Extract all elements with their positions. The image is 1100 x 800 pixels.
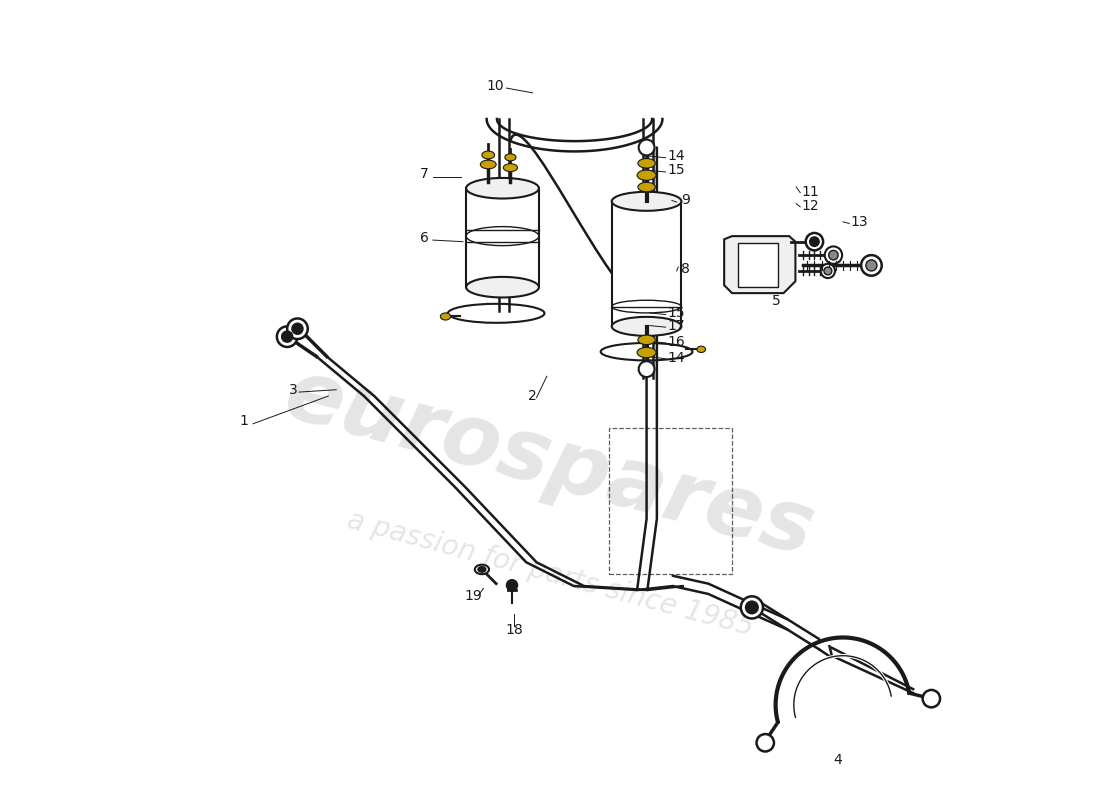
Circle shape bbox=[821, 264, 835, 278]
Ellipse shape bbox=[638, 158, 656, 168]
Ellipse shape bbox=[505, 154, 516, 161]
Ellipse shape bbox=[612, 317, 681, 336]
Text: 6: 6 bbox=[420, 230, 429, 245]
Text: 14: 14 bbox=[668, 351, 685, 365]
Ellipse shape bbox=[466, 178, 539, 198]
Circle shape bbox=[277, 326, 297, 347]
Text: 7: 7 bbox=[420, 167, 429, 182]
Bar bbox=[738, 243, 778, 286]
Text: 3: 3 bbox=[289, 382, 297, 397]
Text: 18: 18 bbox=[506, 622, 524, 637]
Ellipse shape bbox=[697, 346, 705, 353]
Circle shape bbox=[824, 267, 832, 275]
Ellipse shape bbox=[612, 192, 681, 210]
Bar bbox=[466, 188, 539, 287]
Text: 14: 14 bbox=[668, 149, 685, 163]
Text: 15: 15 bbox=[668, 306, 685, 320]
Ellipse shape bbox=[482, 151, 495, 159]
Ellipse shape bbox=[475, 565, 490, 574]
Text: 8: 8 bbox=[681, 262, 691, 276]
Circle shape bbox=[810, 237, 820, 246]
Circle shape bbox=[746, 601, 758, 614]
Text: 12: 12 bbox=[802, 199, 820, 213]
Circle shape bbox=[639, 362, 654, 377]
Text: 13: 13 bbox=[850, 215, 869, 229]
Text: 11: 11 bbox=[802, 185, 820, 198]
Ellipse shape bbox=[638, 182, 656, 192]
Text: eurospares: eurospares bbox=[276, 353, 824, 574]
Circle shape bbox=[757, 734, 774, 751]
Text: 19: 19 bbox=[464, 589, 482, 602]
Ellipse shape bbox=[638, 335, 656, 345]
Text: 1: 1 bbox=[240, 414, 249, 428]
Circle shape bbox=[861, 255, 882, 276]
Bar bbox=[612, 202, 681, 326]
Text: 9: 9 bbox=[681, 193, 691, 206]
Ellipse shape bbox=[637, 170, 656, 180]
Text: 10: 10 bbox=[486, 78, 504, 93]
Circle shape bbox=[805, 233, 823, 250]
Circle shape bbox=[866, 260, 877, 271]
Text: 17: 17 bbox=[668, 319, 685, 334]
Circle shape bbox=[740, 596, 763, 618]
Text: 16: 16 bbox=[668, 335, 685, 349]
Ellipse shape bbox=[481, 160, 496, 169]
Circle shape bbox=[639, 139, 654, 155]
Circle shape bbox=[287, 318, 308, 339]
Circle shape bbox=[506, 580, 517, 590]
Ellipse shape bbox=[440, 313, 451, 320]
Text: 15: 15 bbox=[668, 163, 685, 178]
Circle shape bbox=[825, 246, 843, 264]
Text: a passion for parts since 1985: a passion for parts since 1985 bbox=[343, 506, 757, 642]
Polygon shape bbox=[724, 236, 795, 293]
Text: 5: 5 bbox=[772, 294, 780, 308]
Ellipse shape bbox=[478, 566, 486, 572]
Text: 4: 4 bbox=[834, 753, 843, 767]
Ellipse shape bbox=[504, 164, 517, 172]
Ellipse shape bbox=[637, 347, 656, 358]
Circle shape bbox=[282, 331, 293, 342]
Circle shape bbox=[828, 250, 838, 260]
Text: 2: 2 bbox=[528, 389, 537, 403]
Circle shape bbox=[923, 690, 940, 707]
Circle shape bbox=[292, 323, 302, 334]
Ellipse shape bbox=[466, 277, 539, 298]
